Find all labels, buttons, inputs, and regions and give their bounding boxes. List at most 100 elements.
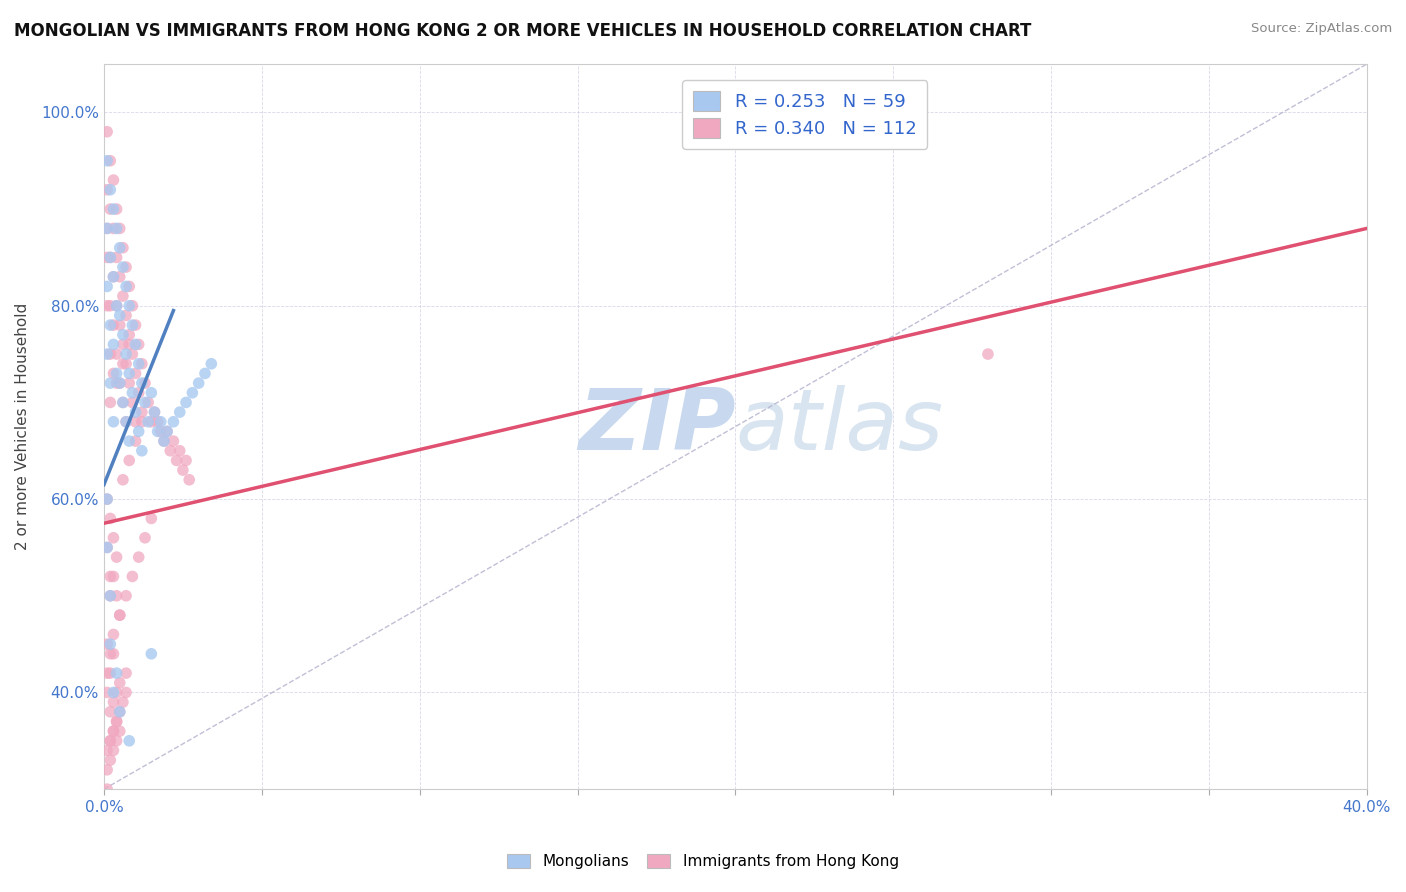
Point (131, 405, 153, 419)
Point (98, 589, 121, 603)
Point (96, 743, 118, 757)
Point (98, 666, 121, 681)
Point (103, 743, 125, 757)
Point (103, 724, 125, 739)
Point (98, 511, 121, 525)
Point (98, 318, 121, 332)
Point (105, 251, 128, 265)
Point (121, 347, 143, 361)
Point (124, 337, 146, 351)
Point (105, 299, 128, 313)
Point (200, 357, 222, 371)
Point (118, 453, 141, 467)
Point (115, 415, 138, 429)
Point (108, 318, 131, 332)
Point (98, 376, 121, 390)
Point (108, 221, 131, 235)
Point (98, 202, 121, 216)
Point (108, 608, 131, 623)
Point (108, 705, 131, 719)
Point (121, 395, 143, 409)
Point (108, 675, 131, 690)
Point (103, 627, 125, 641)
Point (111, 473, 134, 487)
Point (118, 299, 141, 313)
Point (108, 241, 131, 255)
Point (105, 367, 128, 381)
Point (977, 347, 1000, 361)
Point (103, 569, 125, 583)
Point (174, 395, 197, 409)
Point (159, 443, 181, 458)
Point (115, 666, 138, 681)
Text: MONGOLIAN VS IMMIGRANTS FROM HONG KONG 2 OR MORE VEHICLES IN HOUSEHOLD CORRELATI: MONGOLIAN VS IMMIGRANTS FROM HONG KONG 2… (14, 22, 1032, 40)
Point (103, 724, 125, 739)
Point (105, 714, 128, 729)
Point (108, 376, 131, 390)
Point (131, 357, 153, 371)
Point (134, 395, 156, 409)
Point (96, 763, 118, 777)
Point (108, 376, 131, 390)
Point (98, 395, 121, 409)
Point (115, 279, 138, 293)
Point (105, 589, 128, 603)
Text: atlas: atlas (735, 385, 943, 468)
Point (141, 647, 163, 661)
Point (121, 385, 143, 400)
Point (96, 183, 118, 197)
Point (103, 647, 125, 661)
Point (108, 724, 131, 739)
Point (96, 221, 118, 235)
Point (98, 637, 121, 651)
Point (146, 415, 169, 429)
Point (96, 685, 118, 699)
Point (134, 531, 156, 545)
Point (111, 395, 134, 409)
Point (105, 714, 128, 729)
Point (121, 318, 143, 332)
Point (96, 541, 118, 555)
Point (105, 202, 128, 216)
Point (108, 608, 131, 623)
Point (98, 153, 121, 168)
Point (96, 637, 118, 651)
Point (169, 405, 191, 419)
Point (115, 260, 138, 274)
Point (124, 318, 146, 332)
Legend: R = 0.253   N = 59, R = 0.340   N = 112: R = 0.253 N = 59, R = 0.340 N = 112 (682, 80, 928, 149)
Point (103, 318, 125, 332)
Point (169, 443, 191, 458)
Point (162, 434, 184, 449)
Point (103, 221, 125, 235)
Point (103, 337, 125, 351)
Point (98, 647, 121, 661)
Point (115, 415, 138, 429)
Point (111, 327, 134, 342)
Point (124, 434, 146, 449)
Point (162, 415, 184, 429)
Point (105, 666, 128, 681)
Point (118, 367, 141, 381)
Point (108, 269, 131, 284)
Point (121, 569, 143, 583)
Point (146, 425, 169, 439)
Point (131, 376, 153, 390)
Point (98, 183, 121, 197)
Point (128, 550, 150, 565)
Point (111, 337, 134, 351)
Point (98, 251, 121, 265)
Point (124, 405, 146, 419)
Point (103, 415, 125, 429)
Point (103, 269, 125, 284)
Point (115, 309, 138, 323)
Point (156, 425, 179, 439)
Point (105, 221, 128, 235)
Point (131, 415, 153, 429)
Point (105, 733, 128, 747)
Point (115, 357, 138, 371)
Point (105, 685, 128, 699)
Point (174, 453, 197, 467)
Point (103, 695, 125, 709)
Point (194, 367, 217, 381)
